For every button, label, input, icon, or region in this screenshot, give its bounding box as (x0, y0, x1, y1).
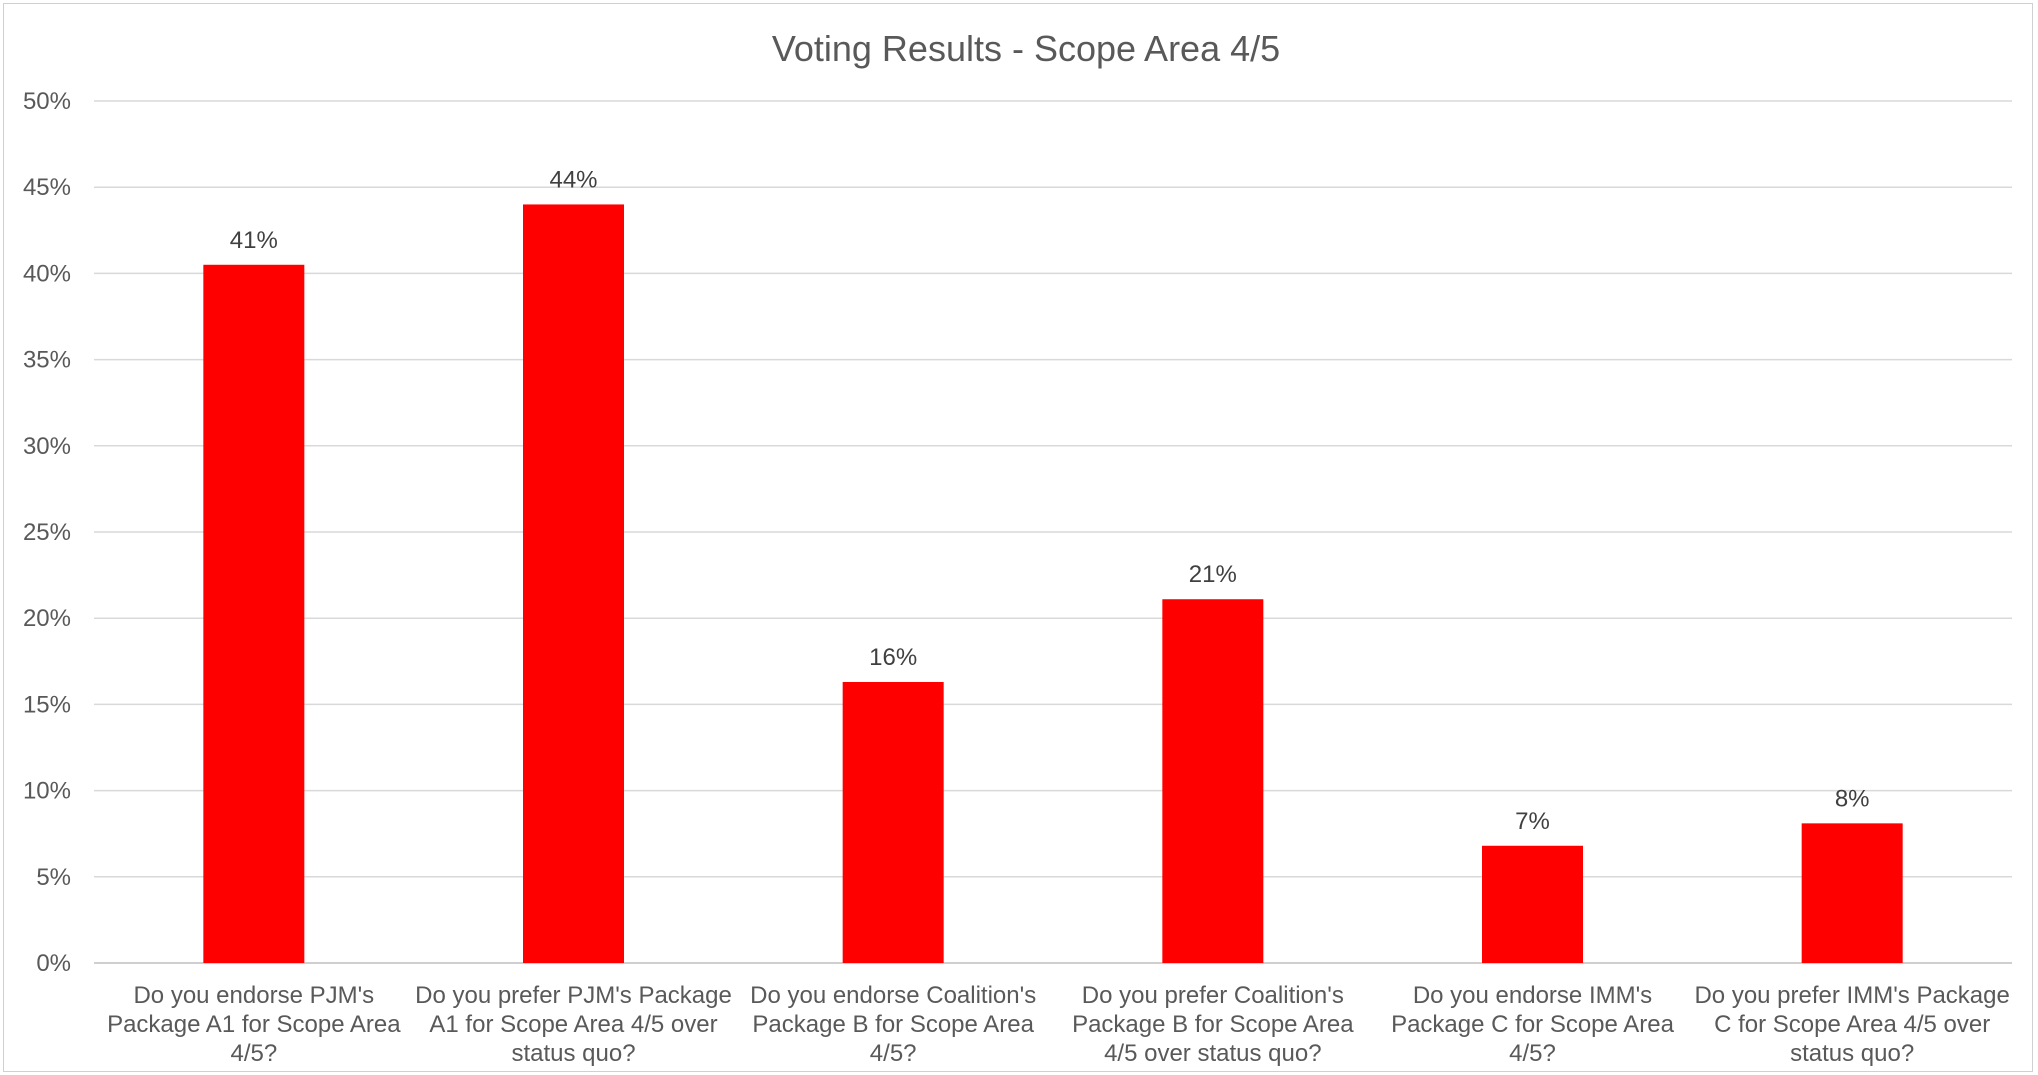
axes: 0% 5% 10% 15% 20% 25% 30% 35% 40% 45% 50% (23, 88, 2012, 977)
gridlines (94, 100, 2012, 878)
y-tick-label: 30% (23, 433, 71, 460)
data-label: 7% (1515, 808, 1550, 835)
bar (842, 681, 944, 963)
chart-title: Voting Results - Scope Area 4/5 (772, 28, 1280, 69)
y-tick-label: 45% (23, 174, 71, 201)
y-tick-label: 35% (23, 347, 71, 374)
category-label: Do you prefer PJM's Package A1 for Scope … (415, 982, 732, 1067)
y-tick-label: 5% (36, 864, 71, 891)
data-label: 16% (869, 644, 917, 671)
y-tick-label: 25% (23, 519, 71, 546)
bar-chart: Voting Results - Scope Area 4/5 0% 5% 10% 1… (23, 28, 2012, 1067)
bar (1162, 599, 1264, 963)
y-tick-label: 20% (23, 605, 71, 632)
y-tick-label: 15% (23, 691, 71, 718)
category-label: Do you endorse Coalition's Package B for … (750, 982, 1036, 1067)
category-labels: Do you endorse PJM's Package A1 for Scope… (107, 982, 2010, 1067)
bars (203, 204, 1903, 963)
category-label: Do you endorse PJM's Package A1 for Scope… (107, 982, 401, 1067)
data-label: 21% (1189, 561, 1237, 588)
bar (523, 204, 624, 963)
y-tick-label: 0% (36, 950, 71, 977)
y-tick-label: 40% (23, 260, 71, 287)
data-label: 41% (230, 227, 278, 254)
chart-frame: Voting Results - Scope Area 4/5 0% 5% 10% 1… (3, 3, 2033, 1072)
y-tick-label: 50% (23, 88, 71, 115)
bar (1482, 845, 1583, 963)
data-label: 44% (549, 166, 597, 193)
bar (203, 264, 305, 963)
data-label: 8% (1835, 785, 1870, 812)
category-label: Do you endorse IMM's Package C for Scope … (1391, 982, 1674, 1067)
category-label: Do you prefer Coalition's Package B for S… (1072, 982, 1354, 1067)
data-labels: 41% 44% 16% 21% 7% 8% (230, 166, 1870, 834)
bar (1801, 823, 1903, 963)
category-label: Do you prefer IMM's Package C for Scope A… (1694, 982, 2009, 1067)
y-tick-label: 10% (23, 778, 71, 805)
